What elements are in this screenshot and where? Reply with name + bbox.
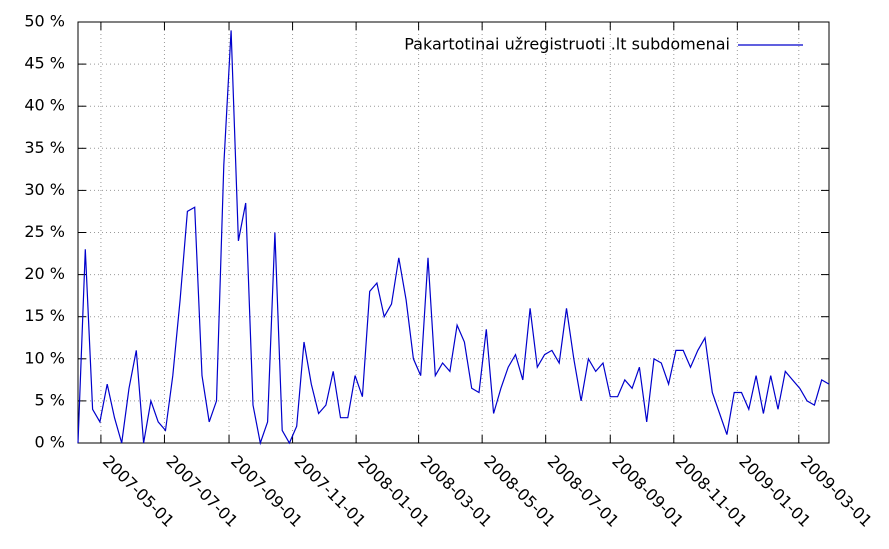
y-tick-label: 15 % — [24, 306, 65, 325]
y-tick-label: 10 % — [24, 348, 65, 367]
y-tick-label: 35 % — [24, 138, 65, 157]
y-tick-label: 40 % — [24, 96, 65, 115]
y-tick-label: 5 % — [35, 390, 65, 409]
legend-label: Pakartotinai užregistruoti .lt subdomena… — [404, 35, 730, 54]
y-tick-label: 0 % — [35, 433, 65, 452]
data-line — [77, 30, 830, 446]
y-tick-label: 30 % — [24, 180, 65, 199]
y-tick-label: 50 % — [24, 12, 65, 31]
y-tick-label: 25 % — [24, 222, 65, 241]
y-tick-label: 20 % — [24, 264, 65, 283]
plot-frame — [77, 21, 830, 444]
y-tick-label: 45 % — [24, 54, 65, 73]
